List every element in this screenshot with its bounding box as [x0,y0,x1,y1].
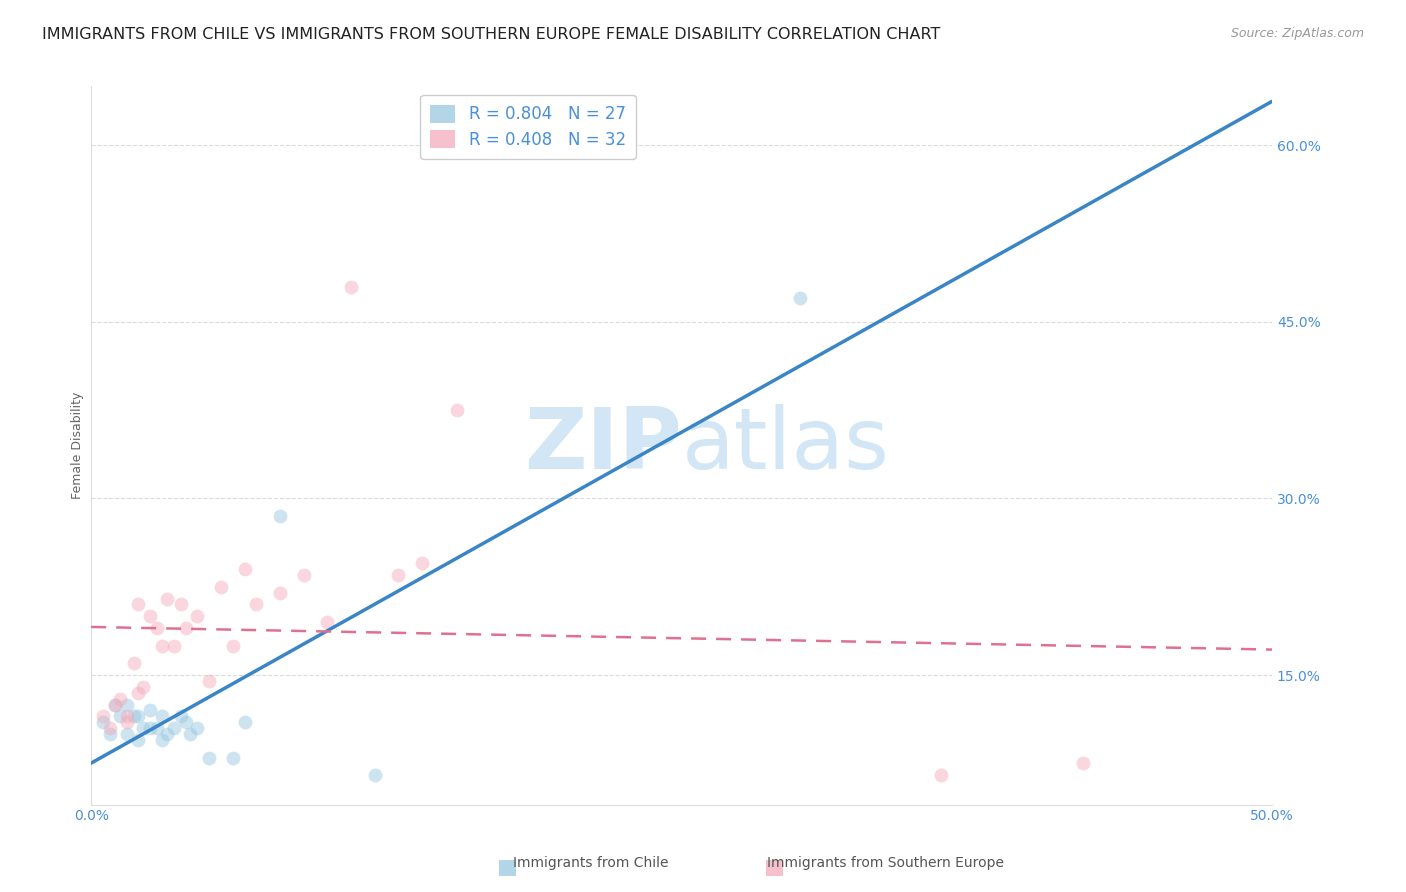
Point [139,609,162,624]
Point [98,727,121,741]
Point [146,621,169,635]
Point [233,715,256,730]
Point [115,698,138,712]
Y-axis label: Female Disability: Female Disability [72,392,84,500]
Point [127,709,149,723]
Point [127,598,149,612]
Point [174,715,197,730]
Point [127,686,149,700]
Point [115,727,138,741]
Point [115,709,138,723]
Point [163,639,186,653]
Point [150,709,173,723]
Text: Immigrants from Southern Europe: Immigrants from Southern Europe [768,855,1004,870]
Point [122,657,145,671]
Point [245,598,267,612]
Point [104,698,127,712]
Point [1071,756,1094,771]
Bar [499,860,516,876]
Text: Source: ZipAtlas.com: Source: ZipAtlas.com [1230,27,1364,40]
Point [146,721,169,735]
Bar [766,860,783,876]
Point [174,621,197,635]
Point [446,403,468,417]
Point [233,562,256,576]
Point [186,609,208,624]
Point [179,727,201,741]
Point [150,732,173,747]
Point [789,291,811,305]
Point [222,639,245,653]
Point [115,715,138,730]
Point [222,750,245,764]
Point [198,673,221,688]
Point [340,279,363,293]
Point [127,732,149,747]
Point [91,715,114,730]
Point [170,709,193,723]
Point [163,721,186,735]
Point [170,598,193,612]
Point [411,556,433,570]
Point [139,703,162,717]
Point [292,568,315,582]
Point [108,691,131,706]
Point [98,721,121,735]
Text: Immigrants from Chile: Immigrants from Chile [513,855,668,870]
Point [269,585,291,599]
Point [156,591,179,606]
Point [198,750,221,764]
Point [209,580,232,594]
Point [132,680,155,694]
Point [122,709,145,723]
Legend: R = 0.804   N = 27, R = 0.408   N = 32: R = 0.804 N = 27, R = 0.408 N = 32 [420,95,636,159]
Point [104,698,127,712]
Point [316,615,339,629]
Point [150,639,173,653]
Text: atlas: atlas [682,404,890,487]
Point [269,509,291,524]
Point [91,709,114,723]
Point [387,568,409,582]
Text: IMMIGRANTS FROM CHILE VS IMMIGRANTS FROM SOUTHERN EUROPE FEMALE DISABILITY CORRE: IMMIGRANTS FROM CHILE VS IMMIGRANTS FROM… [42,27,941,42]
Point [931,768,953,782]
Point [108,709,131,723]
Point [186,721,208,735]
Point [156,727,179,741]
Text: ZIP: ZIP [524,404,682,487]
Point [139,721,162,735]
Point [363,768,385,782]
Point [132,721,155,735]
